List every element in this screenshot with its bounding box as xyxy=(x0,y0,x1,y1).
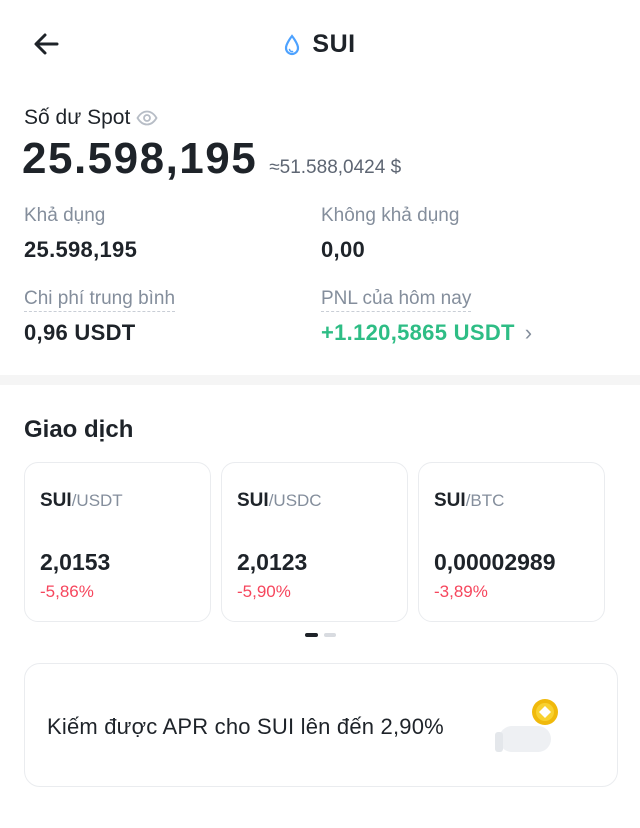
available-value: 25.598,195 xyxy=(24,237,138,262)
trading-section-title: Giao dịch xyxy=(24,416,134,443)
pair-base: SUI xyxy=(434,490,466,511)
earn-promo-card[interactable]: Kiếm được APR cho SUI lên đến 2,90% xyxy=(24,663,618,787)
pair-change: -3,89% xyxy=(434,582,488,601)
pnl-today-label[interactable]: PNL của hôm nay xyxy=(321,288,472,312)
chevron-right-icon: › xyxy=(524,320,533,345)
balance-usd-approx: ≈51.588,0424 $ xyxy=(269,157,402,178)
pair-quote: /USDC xyxy=(268,491,322,510)
pair-change: -5,90% xyxy=(237,582,291,601)
pnl-today-link[interactable]: +1.120,5865 USDT › xyxy=(321,320,532,346)
page-title: SUI xyxy=(312,30,356,58)
trading-pairs-carousel[interactable]: SUI/USDT 2,0153 -5,86% SUI/USDC 2,0123 -… xyxy=(24,462,605,622)
header: SUI xyxy=(0,0,640,90)
coin-earn-icon xyxy=(495,699,558,752)
pair-base: SUI xyxy=(40,490,72,511)
title-wrap: SUI xyxy=(0,30,640,61)
carousel-pagination xyxy=(305,633,336,637)
eye-icon[interactable] xyxy=(136,110,158,126)
arrow-left-icon xyxy=(34,33,59,55)
spot-balance-value: 25.598,195 xyxy=(22,134,258,183)
earn-promo-text: Kiếm được APR cho SUI lên đến 2,90% xyxy=(47,714,444,739)
pair-card-sui-usdt[interactable]: SUI/USDT 2,0153 -5,86% xyxy=(24,462,211,622)
pair-quote: /USDT xyxy=(71,491,123,510)
pair-quote: /BTC xyxy=(465,491,505,510)
pair-price: 2,0123 xyxy=(237,549,308,575)
section-divider xyxy=(0,375,640,385)
sui-drop-icon xyxy=(285,33,300,55)
balance-row: 25.598,195 ≈51.588,0424 $ xyxy=(22,134,401,184)
pnl-today-value: +1.120,5865 USDT xyxy=(321,320,515,345)
available-label: Khả dụng xyxy=(24,205,106,226)
pair-name: SUI/USDT xyxy=(40,490,123,512)
pair-price: 0,00002989 xyxy=(434,549,556,575)
avg-cost-label[interactable]: Chi phí trung bình xyxy=(24,288,176,312)
pair-base: SUI xyxy=(237,490,269,511)
spot-balance-label: Số dư Spot xyxy=(24,106,158,130)
pair-price: 2,0153 xyxy=(40,549,111,575)
pair-name: SUI/USDC xyxy=(237,490,322,512)
pair-card-sui-usdc[interactable]: SUI/USDC 2,0123 -5,90% xyxy=(221,462,408,622)
spot-balance-label-text: Số dư Spot xyxy=(24,106,131,129)
avg-cost-value: 0,96 USDT xyxy=(24,320,136,345)
pair-card-sui-btc[interactable]: SUI/BTC 0,00002989 -3,89% xyxy=(418,462,605,622)
unavailable-value: 0,00 xyxy=(321,237,366,262)
pair-change: -5,86% xyxy=(40,582,94,601)
pagination-dot-active[interactable] xyxy=(305,633,318,637)
unavailable-label: Không khả dụng xyxy=(321,205,460,226)
page-title-group: SUI xyxy=(284,30,355,59)
pagination-dot[interactable] xyxy=(324,633,336,637)
back-button[interactable] xyxy=(32,30,62,58)
pair-name: SUI/BTC xyxy=(434,490,504,512)
